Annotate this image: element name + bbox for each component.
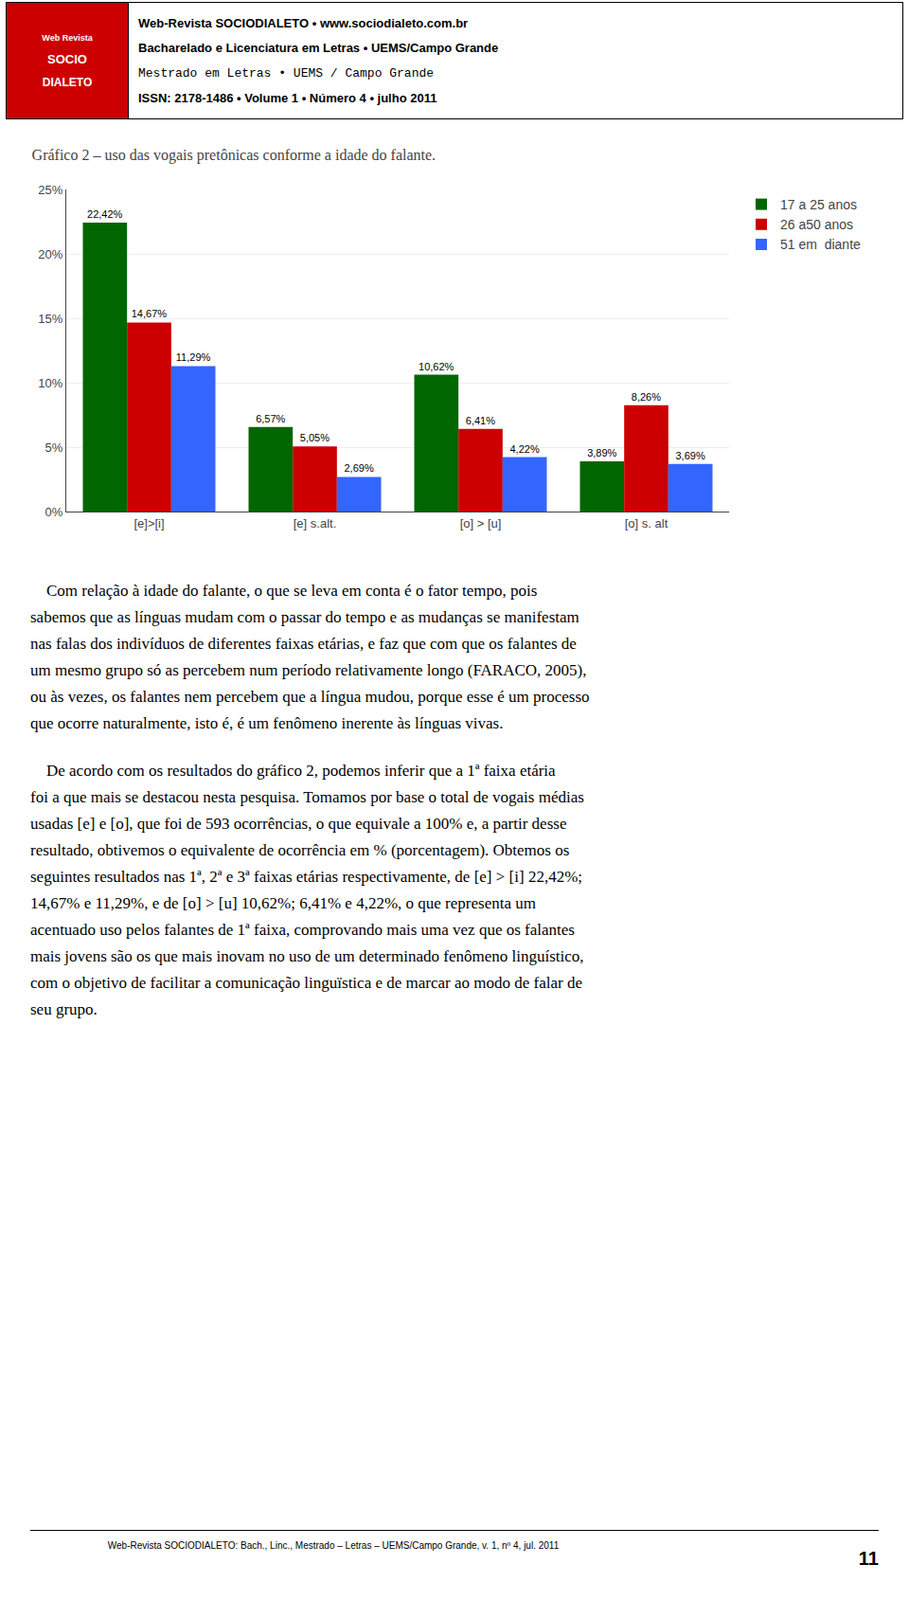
svg-text:51 em diante: 51 em diante bbox=[780, 236, 861, 252]
svg-text:15%: 15% bbox=[37, 311, 63, 326]
html-text:Web-Revista SOCIODIALETO • www: Web-Revista SOCIODIALETO • www.sociodial… bbox=[138, 15, 468, 31]
svg-text:[e] s.alt.: [e] s.alt. bbox=[293, 516, 338, 531]
html-text:Mestrado em Letras • UEMS / Ca: Mestrado em Letras • UEMS / Campo Grande bbox=[138, 66, 434, 81]
html-text:foi a que mais se destacou nes: foi a que mais se destacou nesta pesquis… bbox=[30, 787, 585, 806]
html-text:DIALETO: DIALETO bbox=[42, 75, 93, 89]
svg-text:[o] s. alt: [o] s. alt bbox=[624, 516, 669, 531]
html-text:Bacharelado e Licenciatura em: Bacharelado e Licenciatura em Letras • U… bbox=[138, 40, 499, 56]
html-text:mais jovens são os que mais in: mais jovens são os que mais inovam no us… bbox=[30, 946, 584, 965]
html-text:com o objetivo de facilitar a: com o objetivo de facilitar a comunicaçã… bbox=[30, 973, 583, 992]
svg-text:10%: 10% bbox=[37, 375, 63, 391]
svg-text:3,89%: 3,89% bbox=[587, 446, 617, 459]
svg-text:25%: 25% bbox=[37, 182, 63, 197]
svg-text:[o] > [u]: [o] > [u] bbox=[460, 516, 502, 531]
html-text:ou às vezes, os falantes nem p: ou às vezes, os falantes nem percebem qu… bbox=[30, 687, 590, 706]
html-text:resultado, obtivemos o equival: resultado, obtivemos o equivalente de oc… bbox=[30, 840, 570, 859]
svg-text:Gráfico 2 – uso das vogais pre: Gráfico 2 – uso das vogais pretônicas co… bbox=[32, 146, 437, 164]
html-text:seguintes resultados nas 1ª, 2: seguintes resultados nas 1ª, 2ª e 3ª fai… bbox=[30, 867, 583, 886]
html-text:um mesmo grupo só as percebem: um mesmo grupo só as percebem num períod… bbox=[30, 660, 587, 679]
svg-text:5,05%: 5,05% bbox=[300, 431, 330, 444]
svg-text:6,41%: 6,41% bbox=[465, 414, 496, 427]
html-text:SOCIO: SOCIO bbox=[47, 51, 88, 66]
svg-text:3,69%: 3,69% bbox=[675, 449, 705, 462]
svg-text:22,42%: 22,42% bbox=[87, 208, 124, 220]
svg-text:[e]>[i]: [e]>[i] bbox=[133, 516, 164, 531]
html-text:De acordo com os resultados do: De acordo com os resultados do gráfico 2… bbox=[30, 761, 556, 780]
svg-text:2,69%: 2,69% bbox=[343, 462, 374, 474]
html-text:nas falas dos indivíduos de di: nas falas dos indivíduos de diferentes f… bbox=[30, 634, 577, 653]
svg-text:14,67%: 14,67% bbox=[131, 307, 168, 320]
svg-text:8,26%: 8,26% bbox=[631, 391, 661, 403]
svg-text:0%: 0% bbox=[45, 504, 64, 519]
html-text:usadas [e] e [o], que foi de 5: usadas [e] e [o], que foi de 593 ocorrên… bbox=[30, 814, 567, 833]
html-text:seu grupo.: seu grupo. bbox=[30, 999, 98, 1018]
svg-text:26 a50 anos: 26 a50 anos bbox=[780, 216, 854, 232]
svg-text:10,62%: 10,62% bbox=[418, 360, 455, 373]
svg-text:17 a 25 anos: 17 a 25 anos bbox=[780, 196, 857, 213]
html-text:Com relação à idade do falante: Com relação à idade do falante, o que se… bbox=[30, 581, 538, 600]
html-text:11: 11 bbox=[858, 1547, 879, 1569]
svg-text:5%: 5% bbox=[45, 440, 64, 455]
html-text:ISSN: 2178-1486 • Volume 1 • N: ISSN: 2178-1486 • Volume 1 • Número 4 • … bbox=[138, 91, 437, 106]
svg-text:4,22%: 4,22% bbox=[509, 443, 539, 455]
html-text:14,67% e 11,29%, e de [o] > [u: 14,67% e 11,29%, e de [o] > [u] 10,62%; … bbox=[30, 893, 536, 912]
html-text:sabemos que as línguas mudam c: sabemos que as línguas mudam com o passa… bbox=[30, 607, 580, 626]
svg-text:11,29%: 11,29% bbox=[176, 351, 212, 363]
html-text:acentuado uso pelos falantes d: acentuado uso pelos falantes de 1ª faixa… bbox=[30, 920, 575, 939]
html-text:Web Revista: Web Revista bbox=[41, 32, 93, 43]
html-text:que ocorre naturalmente, isto: que ocorre naturalmente, isto é, é um fe… bbox=[30, 713, 504, 732]
html-text:Web-Revista SOCIODIALETO: Bach: Web-Revista SOCIODIALETO: Bach., Linc., … bbox=[107, 1539, 559, 1551]
svg-text:6,57%: 6,57% bbox=[255, 412, 286, 425]
svg-text:20%: 20% bbox=[37, 247, 63, 262]
